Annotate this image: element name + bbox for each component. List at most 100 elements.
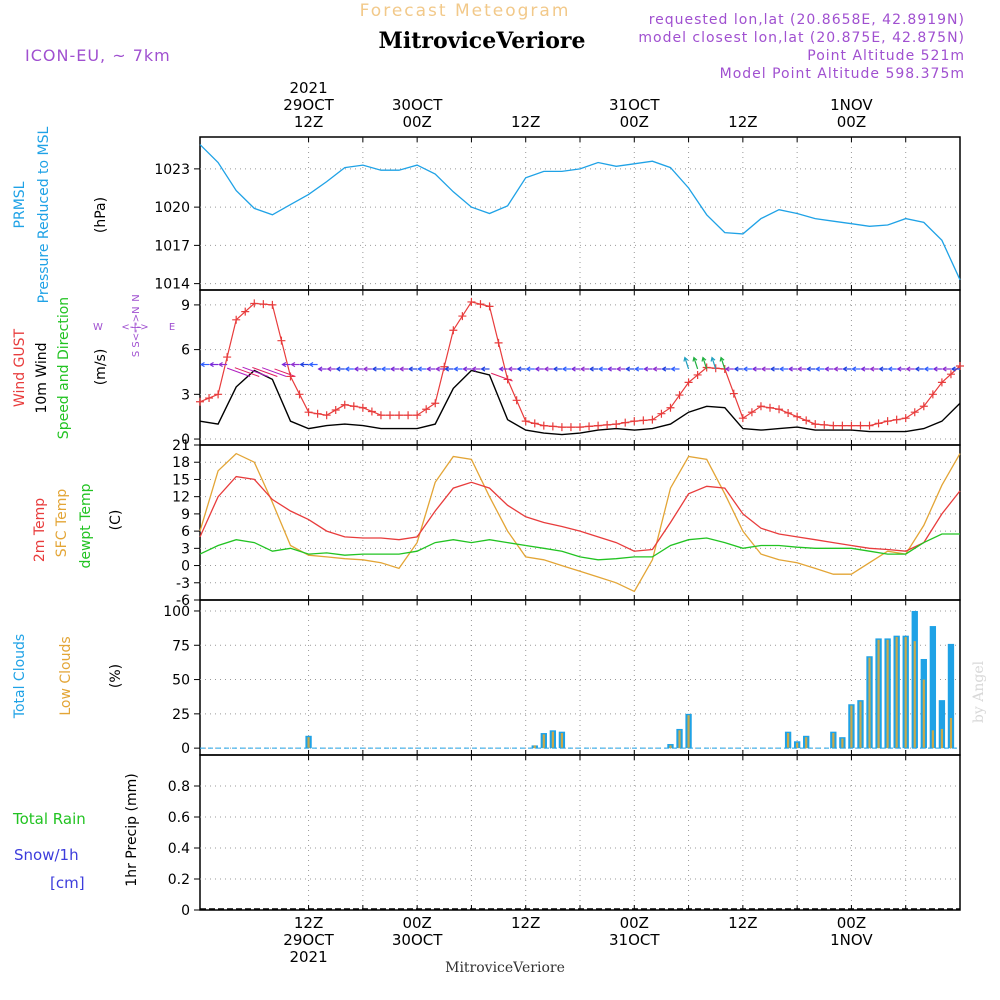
- bottom-time-label: 31OCT: [609, 931, 660, 949]
- y-tick-label: 25: [172, 707, 190, 723]
- gust-marker: [286, 372, 295, 381]
- gust-marker: [847, 421, 856, 430]
- low-cloud-bar: [904, 637, 907, 749]
- wind-arrow-head: [923, 366, 929, 372]
- cloud-label-low: Low Clouds: [58, 636, 74, 715]
- wind-arrow-head: [199, 361, 205, 368]
- panel-frame: [199, 754, 961, 911]
- gust-marker: [431, 399, 440, 408]
- top-time-label: 1NOV: [830, 96, 873, 114]
- wind-arrow: [693, 357, 699, 370]
- y-tick-label: -6: [176, 593, 190, 609]
- y-tick-label: 15: [172, 472, 190, 488]
- gust-marker: [946, 370, 955, 379]
- gust-marker: [214, 390, 223, 399]
- y-tick-label: 50: [172, 673, 190, 689]
- panels: 10141017102010230369-6-30369121518210255…: [154, 79, 964, 966]
- y-tick-label: 1017: [154, 238, 190, 254]
- bottom-time-label: 1NOV: [830, 931, 873, 949]
- gust-marker: [485, 302, 494, 311]
- model-label: ICON-EU, ~ 7km: [25, 46, 171, 65]
- precip-label-snow: Snow/1h: [14, 846, 79, 864]
- wind-arrow-head: [878, 366, 884, 372]
- top-time-label: 31OCT: [609, 96, 660, 114]
- pressure-panel-label: PRMSL Pressure Reduced to MSL (hPa): [12, 126, 109, 303]
- wind10-line: [199, 369, 961, 436]
- point-altitude: Point Altitude 521m: [807, 48, 965, 64]
- bottom-time-label: 2021: [289, 948, 327, 966]
- gust-marker: [539, 421, 548, 430]
- cloud-unit: (%): [108, 664, 124, 688]
- model-altitude: Model Point Altitude 598.375m: [720, 66, 965, 82]
- gust-marker: [205, 394, 214, 403]
- gust-marker: [250, 299, 259, 308]
- low-cloud-bar: [669, 745, 672, 749]
- wind-arrow-head: [643, 366, 649, 372]
- wind-arrow-head: [806, 366, 811, 372]
- gust-marker: [856, 421, 865, 430]
- top-time-label: 2021: [289, 79, 327, 97]
- wind-arrow-head: [326, 366, 332, 372]
- gust-marker: [793, 412, 802, 421]
- gust-marker: [576, 423, 584, 432]
- top-time-label: 00Z: [620, 113, 649, 131]
- compass-s-n-axis: S<-|->N: [131, 306, 142, 347]
- gust-marker: [304, 408, 313, 417]
- y-tick-label: 6: [181, 524, 190, 540]
- wind-label-10m: 10m Wind: [34, 342, 50, 413]
- bottom-time-label: 12Z: [728, 914, 757, 932]
- gust-marker: [693, 370, 702, 379]
- low-cloud-bar: [551, 731, 554, 749]
- y-tick-label: 100: [163, 604, 190, 620]
- watermark: by Angel: [971, 660, 987, 723]
- wind-arrow-head: [579, 366, 585, 372]
- y-tick-label: 75: [172, 638, 190, 654]
- wind-arrow-head: [543, 366, 549, 372]
- wind-arrow-head: [426, 366, 431, 372]
- gust-marker: [747, 408, 756, 417]
- gust-marker: [331, 405, 340, 414]
- wind-arrow-head: [534, 366, 540, 372]
- wind-arrow-head: [710, 356, 716, 362]
- gust-marker: [223, 353, 232, 362]
- wind-arrow-head: [887, 366, 893, 372]
- wind-arrow-head: [552, 366, 558, 372]
- wind-arrow-head: [860, 366, 866, 372]
- y-tick-label: 3: [181, 541, 190, 557]
- wind-arrow-head: [683, 356, 689, 362]
- y-tick-label: 0: [181, 903, 190, 919]
- gust-marker: [295, 390, 304, 399]
- wind-arrow-head: [407, 366, 413, 372]
- precip-label-snow-unit: [cm]: [50, 874, 85, 892]
- wind-arrow-head: [950, 366, 956, 372]
- bottom-time-label: 30OCT: [392, 931, 443, 949]
- low-cloud-bar: [886, 639, 889, 749]
- gust-marker: [395, 411, 404, 420]
- low-cloud-bar: [841, 738, 844, 749]
- gust-marker: [557, 423, 566, 432]
- top-time-label: 12Z: [511, 113, 540, 131]
- y-tick-label: 1023: [154, 162, 190, 178]
- low-cloud-bar: [307, 737, 310, 749]
- y-tick-label: 0.8: [168, 779, 190, 795]
- wind-arrow-head: [692, 356, 698, 362]
- wind-arrow: [261, 367, 287, 377]
- gust-marker: [829, 421, 838, 430]
- y-tick-label: 6: [181, 343, 190, 359]
- y-tick-label: 0: [181, 741, 190, 757]
- y-tick-label: 1020: [154, 200, 190, 216]
- wind-arrow: [684, 357, 690, 370]
- top-time-label: 12Z: [294, 113, 323, 131]
- cloud-label-total: Total Clouds: [12, 634, 28, 719]
- wind-arrow-head: [701, 356, 707, 362]
- footer-station: MitroviceVeriore: [445, 960, 565, 976]
- wind-arrow-head: [719, 356, 725, 362]
- wind-arrow-head: [833, 366, 839, 372]
- dewpt-line: [199, 533, 960, 561]
- wind-arrow-head: [625, 366, 631, 372]
- y-tick-label: 21: [172, 438, 190, 454]
- low-cloud-bar: [533, 745, 536, 749]
- gust-marker: [386, 411, 394, 420]
